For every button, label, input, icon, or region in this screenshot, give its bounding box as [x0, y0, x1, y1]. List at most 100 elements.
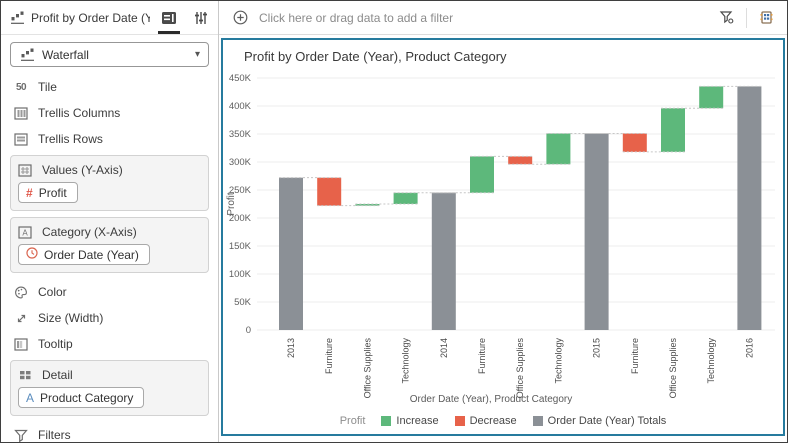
size-icon: [13, 310, 29, 326]
chart-title: Profit by Order Date (Year), Product Cat…: [244, 49, 507, 64]
y-tick-label: 200K: [229, 213, 252, 224]
toolbar-divider: [746, 7, 747, 28]
grammar-row-color[interactable]: Color: [10, 279, 209, 305]
tile-icon: 50: [15, 81, 27, 93]
category-x-axis-panel[interactable]: A Category (X-Axis) Order Date (Year): [10, 217, 209, 273]
chart-legend: Profit Increase Decrease Order Date (Yea…: [223, 415, 783, 427]
pill-order-date-year[interactable]: Order Date (Year): [18, 244, 150, 265]
legend-item-totals[interactable]: Order Date (Year) Totals: [532, 415, 666, 427]
clock-icon: [26, 247, 38, 262]
panel-label: Category (X-Axis): [42, 225, 137, 239]
legend-item-decrease[interactable]: Decrease: [454, 415, 517, 427]
x-tick-label: Furniture: [477, 338, 487, 374]
panel-header: Values (Y-Axis): [17, 158, 202, 182]
waterfall-chart-icon: [9, 10, 25, 26]
grammar-sidebar: Profit by Order Date (Year), Pr... Water…: [1, 1, 219, 442]
legend-label: Decrease: [469, 415, 517, 427]
row-label: Tooltip: [38, 337, 73, 351]
number-icon: #: [26, 185, 33, 200]
chart-type-select[interactable]: Waterfall ▾: [10, 42, 209, 67]
chart-bar-2016[interactable]: [737, 86, 762, 331]
tab-grammar-panel[interactable]: [156, 1, 182, 34]
y-tick-label: 50K: [234, 297, 252, 308]
grammar-row-tile[interactable]: 50 Tile: [10, 74, 209, 100]
chart-bar-2013[interactable]: [279, 177, 303, 330]
tooltip-icon: [13, 336, 29, 352]
increase-swatch: [381, 416, 392, 426]
legend-label: Increase: [396, 415, 439, 427]
x-tick-label: 2014: [439, 338, 449, 358]
detail-icon: [17, 367, 33, 383]
x-tick-label: Furniture: [324, 338, 334, 374]
y-tick-label: 400K: [229, 101, 252, 112]
sidebar-header: Profit by Order Date (Year), Pr...: [1, 1, 218, 35]
add-filter-icon[interactable]: [229, 7, 251, 29]
canvas-layout-icon[interactable]: [755, 7, 777, 29]
row-label: Trellis Rows: [38, 132, 103, 146]
x-tick-label: Technology: [706, 338, 716, 384]
totals-swatch: [532, 416, 543, 426]
x-tick-label: Furniture: [630, 338, 640, 374]
chart-bar-Office Supplies[interactable]: [661, 108, 685, 152]
chart-bar-Furniture[interactable]: [470, 156, 494, 193]
row-label: Tile: [38, 80, 57, 94]
waterfall-visualization[interactable]: Profit by Order Date (Year), Product Cat…: [221, 38, 785, 436]
chart-bar-Technology[interactable]: [546, 133, 571, 165]
legend-item-increase[interactable]: Increase: [381, 415, 439, 427]
pill-profit[interactable]: # Profit: [18, 182, 78, 203]
sidebar-body: Waterfall ▾ 50 Tile Trellis Columns Trel…: [1, 35, 218, 442]
chart-bar-Furniture[interactable]: [317, 177, 342, 206]
chart-bar-Furniture[interactable]: [622, 133, 647, 152]
grammar-row-trellis-columns[interactable]: Trellis Columns: [10, 100, 209, 126]
grammar-row-trellis-rows[interactable]: Trellis Rows: [10, 126, 209, 152]
filter-options-icon[interactable]: [716, 7, 738, 29]
x-tick-label: Technology: [553, 338, 563, 384]
filters-icon: [13, 427, 29, 442]
filter-bar[interactable]: Click here or drag data to add a filter: [219, 1, 787, 35]
visualization-title: Profit by Order Date (Year), Pr...: [31, 10, 150, 25]
grammar-row-size-width[interactable]: Size (Width): [10, 305, 209, 331]
trellis-rows-icon: [13, 131, 29, 147]
chart-bar-2014[interactable]: [431, 192, 456, 330]
detail-panel[interactable]: Detail A Product Category: [10, 360, 209, 416]
grammar-row-tooltip[interactable]: Tooltip: [10, 331, 209, 357]
filter-bar-placeholder: Click here or drag data to add a filter: [259, 10, 454, 25]
category-axis-icon: A: [17, 224, 33, 240]
chart-type-value: Waterfall: [42, 47, 89, 62]
waterfall-chart[interactable]: 0 50K 100K 150K 200K 250K 300K 350K 400K 450K 2013…: [223, 66, 779, 411]
row-label: Size (Width): [38, 311, 104, 325]
chart-bar-Office Supplies[interactable]: [355, 204, 380, 206]
y-axis-title: Profit: [226, 192, 237, 216]
x-tick-label: 2016: [744, 338, 754, 358]
decrease-swatch: [454, 416, 465, 426]
y-tick-label: 300K: [229, 157, 252, 168]
values-y-axis-panel[interactable]: Values (Y-Axis) # Profit: [10, 155, 209, 211]
row-label: Trellis Columns: [38, 106, 121, 120]
y-tick-label: 450K: [229, 73, 252, 84]
chart-bar-Technology[interactable]: [699, 86, 724, 109]
y-tick-label: 0: [246, 325, 251, 336]
chart-bar-Office Supplies[interactable]: [508, 156, 533, 165]
grammar-row-filters[interactable]: Filters: [10, 422, 209, 442]
values-axis-icon: [17, 162, 33, 178]
chart-bar-2015[interactable]: [584, 133, 609, 330]
color-icon: [13, 284, 29, 300]
x-axis-title: Order Date (Year), Product Category: [410, 394, 572, 405]
y-tick-label: 250K: [229, 185, 252, 196]
panel-header: Detail: [17, 363, 202, 387]
row-label: Color: [38, 285, 67, 299]
pill-product-category[interactable]: A Product Category: [18, 387, 145, 408]
chart-bar-Technology[interactable]: [393, 192, 418, 204]
x-tick-label: Office Supplies: [668, 338, 678, 399]
x-tick-label: 2013: [286, 338, 296, 358]
panel-label: Values (Y-Axis): [42, 163, 123, 177]
pill-label: Profit: [38, 185, 67, 200]
panel-header: A Category (X-Axis): [17, 220, 202, 244]
x-tick-label: 2015: [592, 338, 602, 358]
x-tick-label: Office Supplies: [515, 338, 525, 399]
x-tick-label: Technology: [401, 338, 411, 384]
text-attribute-icon: A: [26, 390, 35, 405]
pill-label: Order Date (Year): [44, 247, 139, 262]
tab-properties[interactable]: [188, 1, 214, 34]
